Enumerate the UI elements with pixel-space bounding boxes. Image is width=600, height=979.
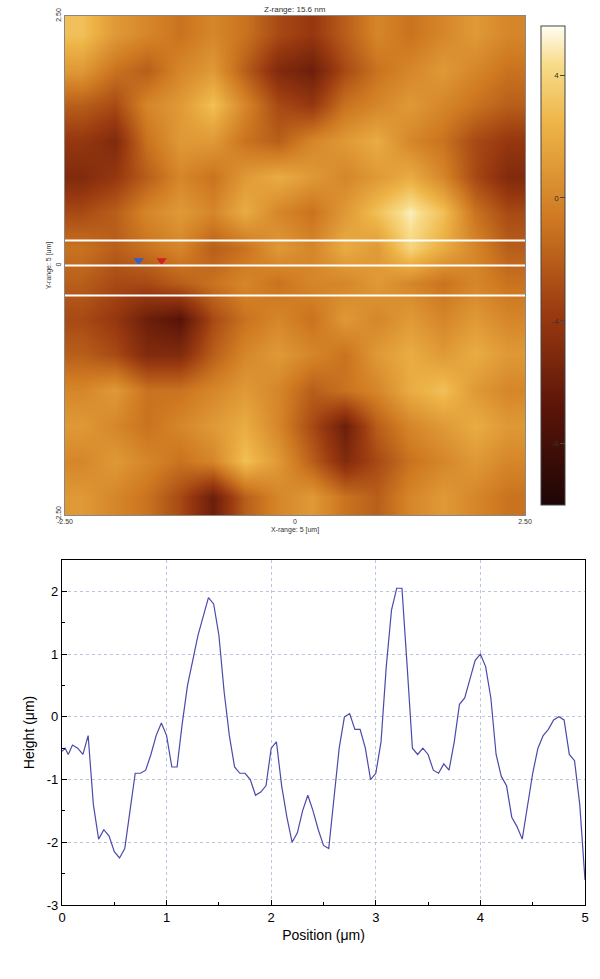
svg-text:-8: -8 bbox=[551, 439, 559, 448]
svg-text:1: 1 bbox=[163, 910, 170, 925]
svg-text:2: 2 bbox=[51, 584, 58, 599]
svg-text:X-range: 5 [um]: X-range: 5 [um] bbox=[271, 526, 319, 534]
svg-text:2.50: 2.50 bbox=[518, 518, 532, 525]
svg-text:4: 4 bbox=[554, 71, 559, 80]
svg-text:1: 1 bbox=[51, 647, 58, 662]
svg-text:2: 2 bbox=[268, 910, 275, 925]
svg-text:-2: -2 bbox=[47, 835, 59, 850]
svg-text:-3: -3 bbox=[47, 898, 59, 913]
svg-text:Y-range: 5 [um]: Y-range: 5 [um] bbox=[45, 242, 53, 290]
svg-text:Z-range: 15.6 nm: Z-range: 15.6 nm bbox=[264, 5, 326, 14]
svg-text:0: 0 bbox=[554, 194, 559, 203]
svg-text:Height (μm): Height (μm) bbox=[21, 696, 37, 769]
svg-text:4: 4 bbox=[477, 910, 484, 925]
svg-text:-1: -1 bbox=[47, 772, 59, 787]
svg-text:-4: -4 bbox=[551, 317, 559, 326]
svg-text:5: 5 bbox=[581, 910, 588, 925]
svg-text:0: 0 bbox=[293, 518, 297, 525]
svg-text:2.50: 2.50 bbox=[55, 8, 62, 22]
svg-text:0: 0 bbox=[58, 910, 65, 925]
svg-text:0: 0 bbox=[51, 709, 58, 724]
svg-text:3: 3 bbox=[372, 910, 379, 925]
svg-text:-2.50: -2.50 bbox=[55, 506, 62, 522]
svg-text:0: 0 bbox=[55, 262, 62, 266]
svg-text:-2.50: -2.50 bbox=[57, 518, 73, 525]
svg-text:Position (μm): Position (μm) bbox=[282, 927, 365, 943]
